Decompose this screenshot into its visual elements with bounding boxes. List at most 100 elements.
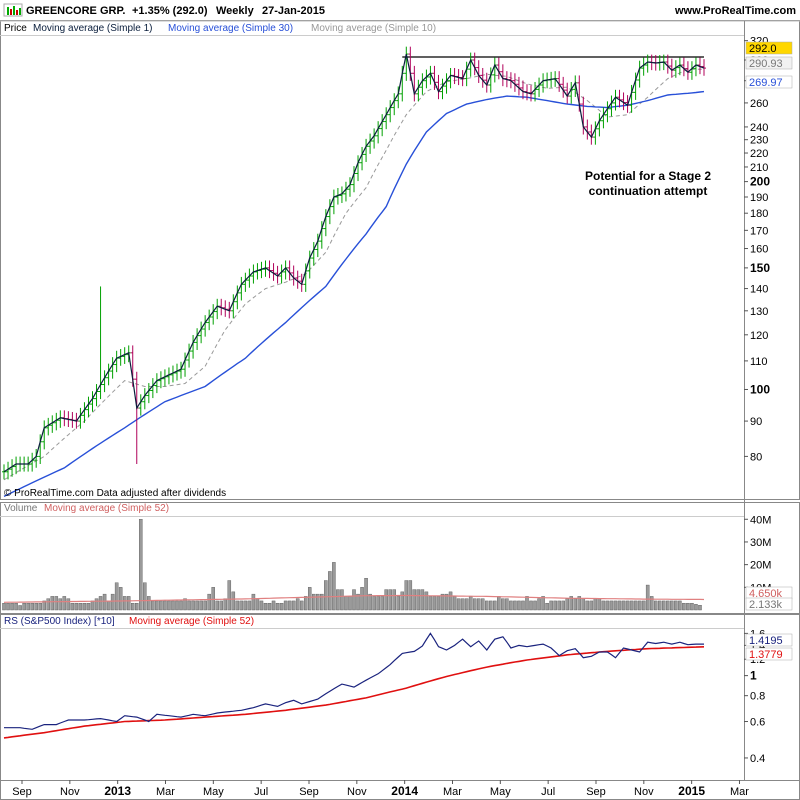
price-tick-label: 190 [750,192,768,204]
volume-bar [287,600,292,611]
last-volume-tag: 2.133k [749,599,783,611]
price-tick-label: 90 [750,416,762,428]
volume-bar [54,596,59,611]
last-volume-tag [745,597,793,611]
volume-bar [480,598,485,611]
volume-bar [223,598,228,611]
volume-bar [106,600,111,611]
volume-bar [251,593,256,611]
last-ma10-tag: 290.93 [749,58,783,70]
volume-bar [167,600,171,611]
volume-bar [340,589,344,611]
volume-bar [147,596,151,611]
volume-bar [541,596,545,611]
chart-type-icon [13,6,15,15]
volume-bar [30,602,34,611]
volume-bar [336,589,340,611]
volume-bar [456,598,461,611]
time-tick-label: 2013 [104,784,131,798]
volume-bar [114,582,119,611]
time-tick-label: Jul [541,786,555,798]
volume-bar [364,578,368,611]
volume-bar [303,596,308,611]
volume-bar [102,593,107,611]
time-tick-label: Nov [60,786,80,798]
volume-bar [633,600,638,611]
volume-bar [307,587,312,611]
volume-bar [86,602,91,611]
volume-bar [6,602,10,611]
price-bar [2,464,6,480]
volume-bar [295,598,300,611]
volume-bar [18,605,22,611]
volume-bar [74,602,79,611]
price-tick-label: 210 [750,162,768,174]
ma10-line [3,68,704,481]
volume-bar [436,596,441,611]
last-rs-tag: 1.4195 [749,635,783,647]
volume-bar [493,600,497,611]
volume-bar [179,600,183,611]
volume-bar [46,598,51,611]
price-bar [637,60,642,88]
volume-bar [66,598,71,611]
volume-bar [126,596,131,611]
volume-bar [497,596,501,611]
volume-bar [195,600,199,611]
volume-bar [291,600,296,611]
volume-bar [344,596,348,611]
volume-bar [460,598,465,611]
volume-bar [171,600,175,611]
legend-volume: Volume [4,503,38,514]
time-tick-label: 2015 [678,784,705,798]
volume-bar [509,600,513,611]
volume-bar [476,598,481,611]
volume-bar [328,571,332,611]
volume-bar [577,596,582,611]
chart-type-icon [19,8,21,15]
last-ma30-tag: 269.97 [749,77,783,89]
volume-bar [372,596,376,611]
volume-ma52-line [3,594,705,603]
legend-vol-ma52: Moving average (Simple 52) [44,503,169,514]
volume-bar [279,602,284,611]
volume-bar [605,600,610,611]
time-tick-label: May [203,786,224,798]
volume-bar [118,587,123,611]
header-website[interactable]: www.ProRealTime.com [674,5,796,17]
price-tick-label: 240 [750,122,768,134]
volume-bar [135,602,139,611]
volume-bar [10,602,14,611]
volume-bar [22,602,26,611]
price-bar [199,321,204,344]
volume-bar [243,600,248,611]
copyright-note: © ProRealTime.com Data adjusted after di… [4,488,226,499]
time-tick-label: Mar [156,786,175,798]
volume-bar [163,600,167,611]
volume-bar [698,605,702,611]
time-tick-label: Nov [634,786,654,798]
volume-bar [601,600,606,611]
volume-bar [259,600,264,611]
volume-bar [58,598,63,611]
volume-bar [316,593,320,611]
volume-bar [320,593,324,611]
price-bar [404,46,409,81]
rs-tick-label: 0.4 [750,753,765,765]
volume-bar [271,600,276,611]
time-tick-label: Sep [586,786,606,798]
volume-bar [678,600,682,611]
volume-bar [613,600,618,611]
volume-bar [356,593,360,611]
volume-bar [525,596,529,611]
last-rs-ma-tag: 1.3779 [749,649,783,661]
volume-bar [609,600,614,611]
volume-bar [416,589,421,611]
volume-bar [90,600,95,611]
volume-bar [235,600,240,611]
price-tick-label: 200 [750,175,770,189]
volume-bar [175,600,179,611]
volume-bar [151,600,155,611]
price-bar [134,371,139,464]
volume-bar [501,598,505,611]
